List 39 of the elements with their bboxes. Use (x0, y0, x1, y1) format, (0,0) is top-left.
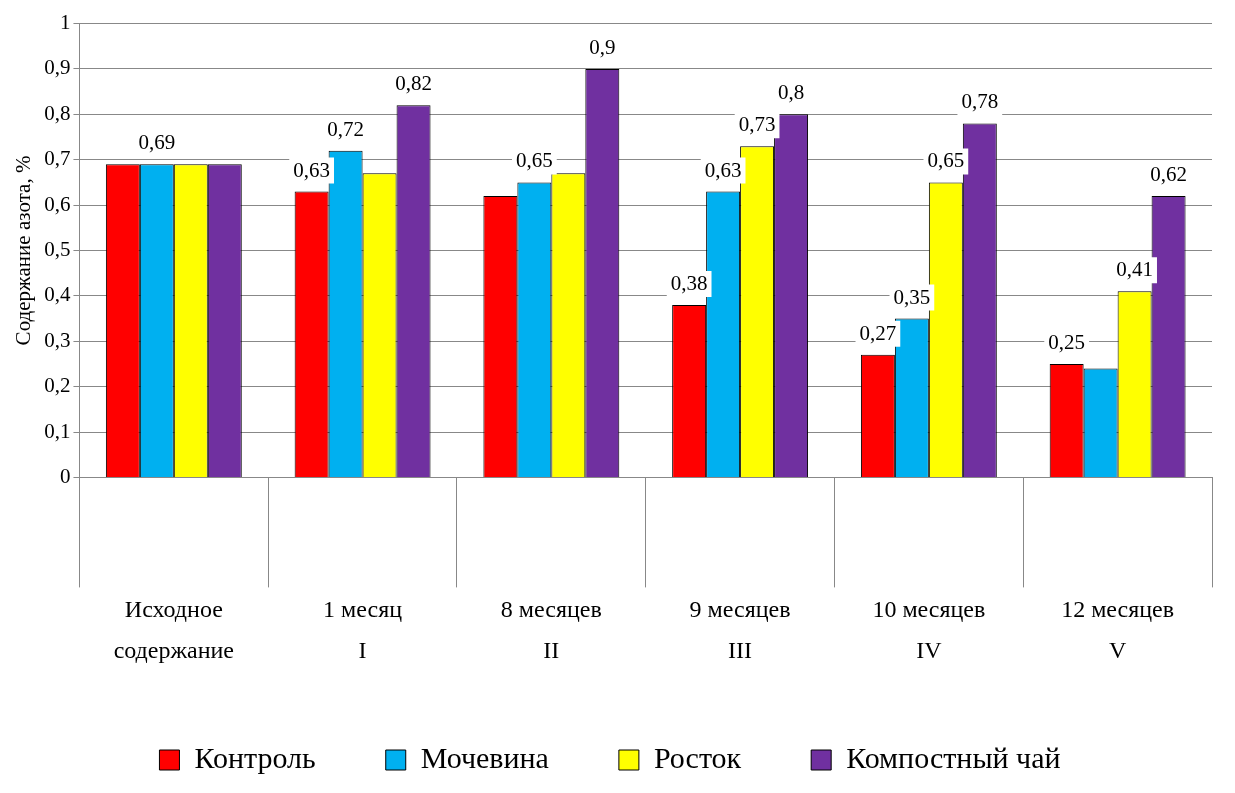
data-label: 0,82 (395, 71, 432, 96)
x-tick-label: Исходное содержание (113, 596, 235, 663)
data-label: 0,73 (738, 112, 776, 137)
data-label: 0,78 (961, 89, 999, 114)
data-label: 0,63 (293, 157, 330, 182)
data-label: 0,27 (859, 320, 897, 345)
data-label: 0,9 (589, 35, 616, 59)
data-label: 0,35 (893, 284, 931, 309)
data-label: 0,25 (1048, 329, 1086, 354)
data-label: 0,62 (1150, 162, 1187, 187)
y-tick-label: 0,9 (44, 55, 71, 80)
y-axis-title: Содержание азота, % (11, 155, 36, 346)
x-tick-label: 1 месяц I (323, 596, 403, 663)
legend-label: Компостный чай (846, 740, 1061, 774)
legend-label: Мочевина (420, 740, 549, 774)
data-label: 0,41 (1116, 257, 1153, 282)
x-tick-label: 8 месяцев II (500, 596, 602, 663)
x-tick-label: 10 месяцев IV (872, 596, 986, 663)
x-tick-label: 9 месяцев III (689, 596, 791, 663)
y-tick-label: 0,7 (44, 146, 71, 171)
y-tick-label: 0,4 (44, 282, 71, 307)
x-tick-label: 12 месяцев V (1061, 596, 1175, 663)
y-tick-label: 0,2 (44, 373, 71, 398)
data-label: 0,72 (327, 116, 364, 141)
legend-label: Росток (653, 740, 742, 774)
y-tick-label: 0,5 (44, 237, 71, 262)
data-label: 0,38 (670, 270, 708, 295)
data-label: 0,65 (927, 148, 965, 173)
y-tick-label: 0,8 (44, 100, 71, 125)
y-tick-label: 0,3 (44, 327, 71, 352)
data-label: 0,65 (515, 148, 553, 173)
y-tick-label: 1 (59, 10, 71, 35)
y-tick-label: 0,6 (44, 191, 71, 216)
data-label: 0,63 (704, 157, 742, 182)
y-tick-label: 0 (59, 463, 71, 488)
data-label: 0,8 (777, 80, 805, 105)
legend-label: Контроль (194, 740, 316, 774)
y-tick-label: 0,1 (44, 418, 71, 443)
data-label: 0,69 (138, 130, 176, 155)
